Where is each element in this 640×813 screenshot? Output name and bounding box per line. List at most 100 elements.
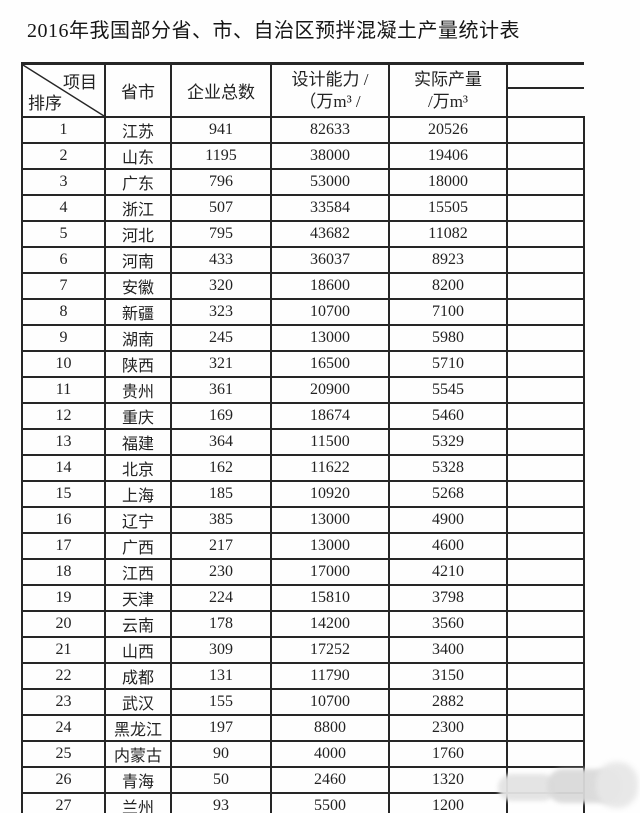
header-output-line1: 实际产量 xyxy=(414,69,482,89)
watermark-blob xyxy=(596,762,638,808)
cell-output: 8200 xyxy=(388,272,508,300)
table-row: 25 内蒙古 90 4000 1760 xyxy=(21,740,585,768)
cell-capacity: 8800 xyxy=(270,714,390,742)
table-header: 项目 排序 省市 企业总数 设计能力 / （万m³ / 实际产量 /万m³ xyxy=(21,62,584,118)
table-row: 27 兰州 93 5500 1200 xyxy=(21,792,585,813)
table-row: 4 浙江 507 33584 15505 xyxy=(21,194,585,222)
cell-companies: 90 xyxy=(170,740,272,768)
cell-rank: 4 xyxy=(21,194,106,222)
cell-companies: 321 xyxy=(170,350,272,378)
cell-rank: 18 xyxy=(21,558,106,586)
cell-companies: 941 xyxy=(170,116,272,144)
cell-output: 3798 xyxy=(388,584,508,612)
table-row: 9 湖南 245 13000 5980 xyxy=(21,324,585,352)
cell-rank: 7 xyxy=(21,272,106,300)
cell-province: 广西 xyxy=(104,532,172,560)
table-row: 1 江苏 941 82633 20526 xyxy=(21,116,585,144)
cell-capacity: 11500 xyxy=(270,428,390,456)
cell-province: 成都 xyxy=(104,662,172,690)
cell-capacity: 20900 xyxy=(270,376,390,404)
table-row: 10 陕西 321 16500 5710 xyxy=(21,350,585,378)
cell-companies: 162 xyxy=(170,454,272,482)
cell-companies: 185 xyxy=(170,480,272,508)
cell-companies: 364 xyxy=(170,428,272,456)
cell-empty xyxy=(506,142,585,170)
corner-label-item: 项目 xyxy=(63,73,97,92)
cell-output: 4900 xyxy=(388,506,508,534)
cell-empty xyxy=(506,610,585,638)
cell-rank: 10 xyxy=(21,350,106,378)
cell-empty xyxy=(506,324,585,352)
table-row: 15 上海 185 10920 5268 xyxy=(21,480,585,508)
cell-capacity: 53000 xyxy=(270,168,390,196)
cell-rank: 8 xyxy=(21,298,106,326)
cell-province: 江苏 xyxy=(104,116,172,144)
table-row: 19 天津 224 15810 3798 xyxy=(21,584,585,612)
cell-province: 兰州 xyxy=(104,792,172,813)
cell-province: 福建 xyxy=(104,428,172,456)
cell-companies: 507 xyxy=(170,194,272,222)
cell-capacity: 38000 xyxy=(270,142,390,170)
cell-output: 15505 xyxy=(388,194,508,222)
cell-output: 1320 xyxy=(388,766,508,794)
cell-companies: 309 xyxy=(170,636,272,664)
cell-rank: 15 xyxy=(21,480,106,508)
cell-output: 5328 xyxy=(388,454,508,482)
cell-province: 辽宁 xyxy=(104,506,172,534)
cell-empty xyxy=(506,428,585,456)
cell-capacity: 17252 xyxy=(270,636,390,664)
cell-output: 5710 xyxy=(388,350,508,378)
cell-empty xyxy=(506,584,585,612)
cell-output: 3400 xyxy=(388,636,508,664)
cell-companies: 178 xyxy=(170,610,272,638)
table-row: 20 云南 178 14200 3560 xyxy=(21,610,585,638)
cell-rank: 14 xyxy=(21,454,106,482)
cell-output: 5980 xyxy=(388,324,508,352)
cell-output: 2882 xyxy=(388,688,508,716)
cell-province: 山东 xyxy=(104,142,172,170)
cell-empty xyxy=(506,350,585,378)
cell-province: 武汉 xyxy=(104,688,172,716)
cell-empty xyxy=(506,298,585,326)
cell-rank: 11 xyxy=(21,376,106,404)
cell-empty xyxy=(506,480,585,508)
concrete-stats-table: 项目 排序 省市 企业总数 设计能力 / （万m³ / 实际产量 /万m³ xyxy=(21,62,585,813)
table-row: 2 山东 1195 38000 19406 xyxy=(21,142,585,170)
cell-rank: 25 xyxy=(21,740,106,768)
table-row: 12 重庆 169 18674 5460 xyxy=(21,402,585,430)
cell-companies: 245 xyxy=(170,324,272,352)
cell-rank: 13 xyxy=(21,428,106,456)
cell-rank: 2 xyxy=(21,142,106,170)
cell-capacity: 11790 xyxy=(270,662,390,690)
cell-companies: 197 xyxy=(170,714,272,742)
cell-output: 18000 xyxy=(388,168,508,196)
header-output-line2: /万m³ xyxy=(427,91,469,111)
cell-output: 4210 xyxy=(388,558,508,586)
table-row: 21 山西 309 17252 3400 xyxy=(21,636,585,664)
cell-companies: 131 xyxy=(170,662,272,690)
cell-capacity: 82633 xyxy=(270,116,390,144)
corner-wrap: 项目 排序 xyxy=(23,65,104,116)
cell-output: 1760 xyxy=(388,740,508,768)
cell-province: 河南 xyxy=(104,246,172,274)
cell-rank: 16 xyxy=(21,506,106,534)
table-row: 18 江西 230 17000 4210 xyxy=(21,558,585,586)
cell-province: 山西 xyxy=(104,636,172,664)
cell-companies: 230 xyxy=(170,558,272,586)
cell-companies: 796 xyxy=(170,168,272,196)
cell-companies: 795 xyxy=(170,220,272,248)
table-row: 7 安徽 320 18600 8200 xyxy=(21,272,585,300)
cell-output: 20526 xyxy=(388,116,508,144)
cell-capacity: 2460 xyxy=(270,766,390,794)
cell-companies: 93 xyxy=(170,792,272,813)
cell-companies: 320 xyxy=(170,272,272,300)
header-capacity: 设计能力 / （万m³ / xyxy=(270,62,390,118)
cell-rank: 22 xyxy=(21,662,106,690)
cell-companies: 385 xyxy=(170,506,272,534)
cell-capacity: 33584 xyxy=(270,194,390,222)
cell-capacity: 43682 xyxy=(270,220,390,248)
cell-rank: 5 xyxy=(21,220,106,248)
cell-empty xyxy=(506,168,585,196)
cell-capacity: 4000 xyxy=(270,740,390,768)
cell-output: 11082 xyxy=(388,220,508,248)
